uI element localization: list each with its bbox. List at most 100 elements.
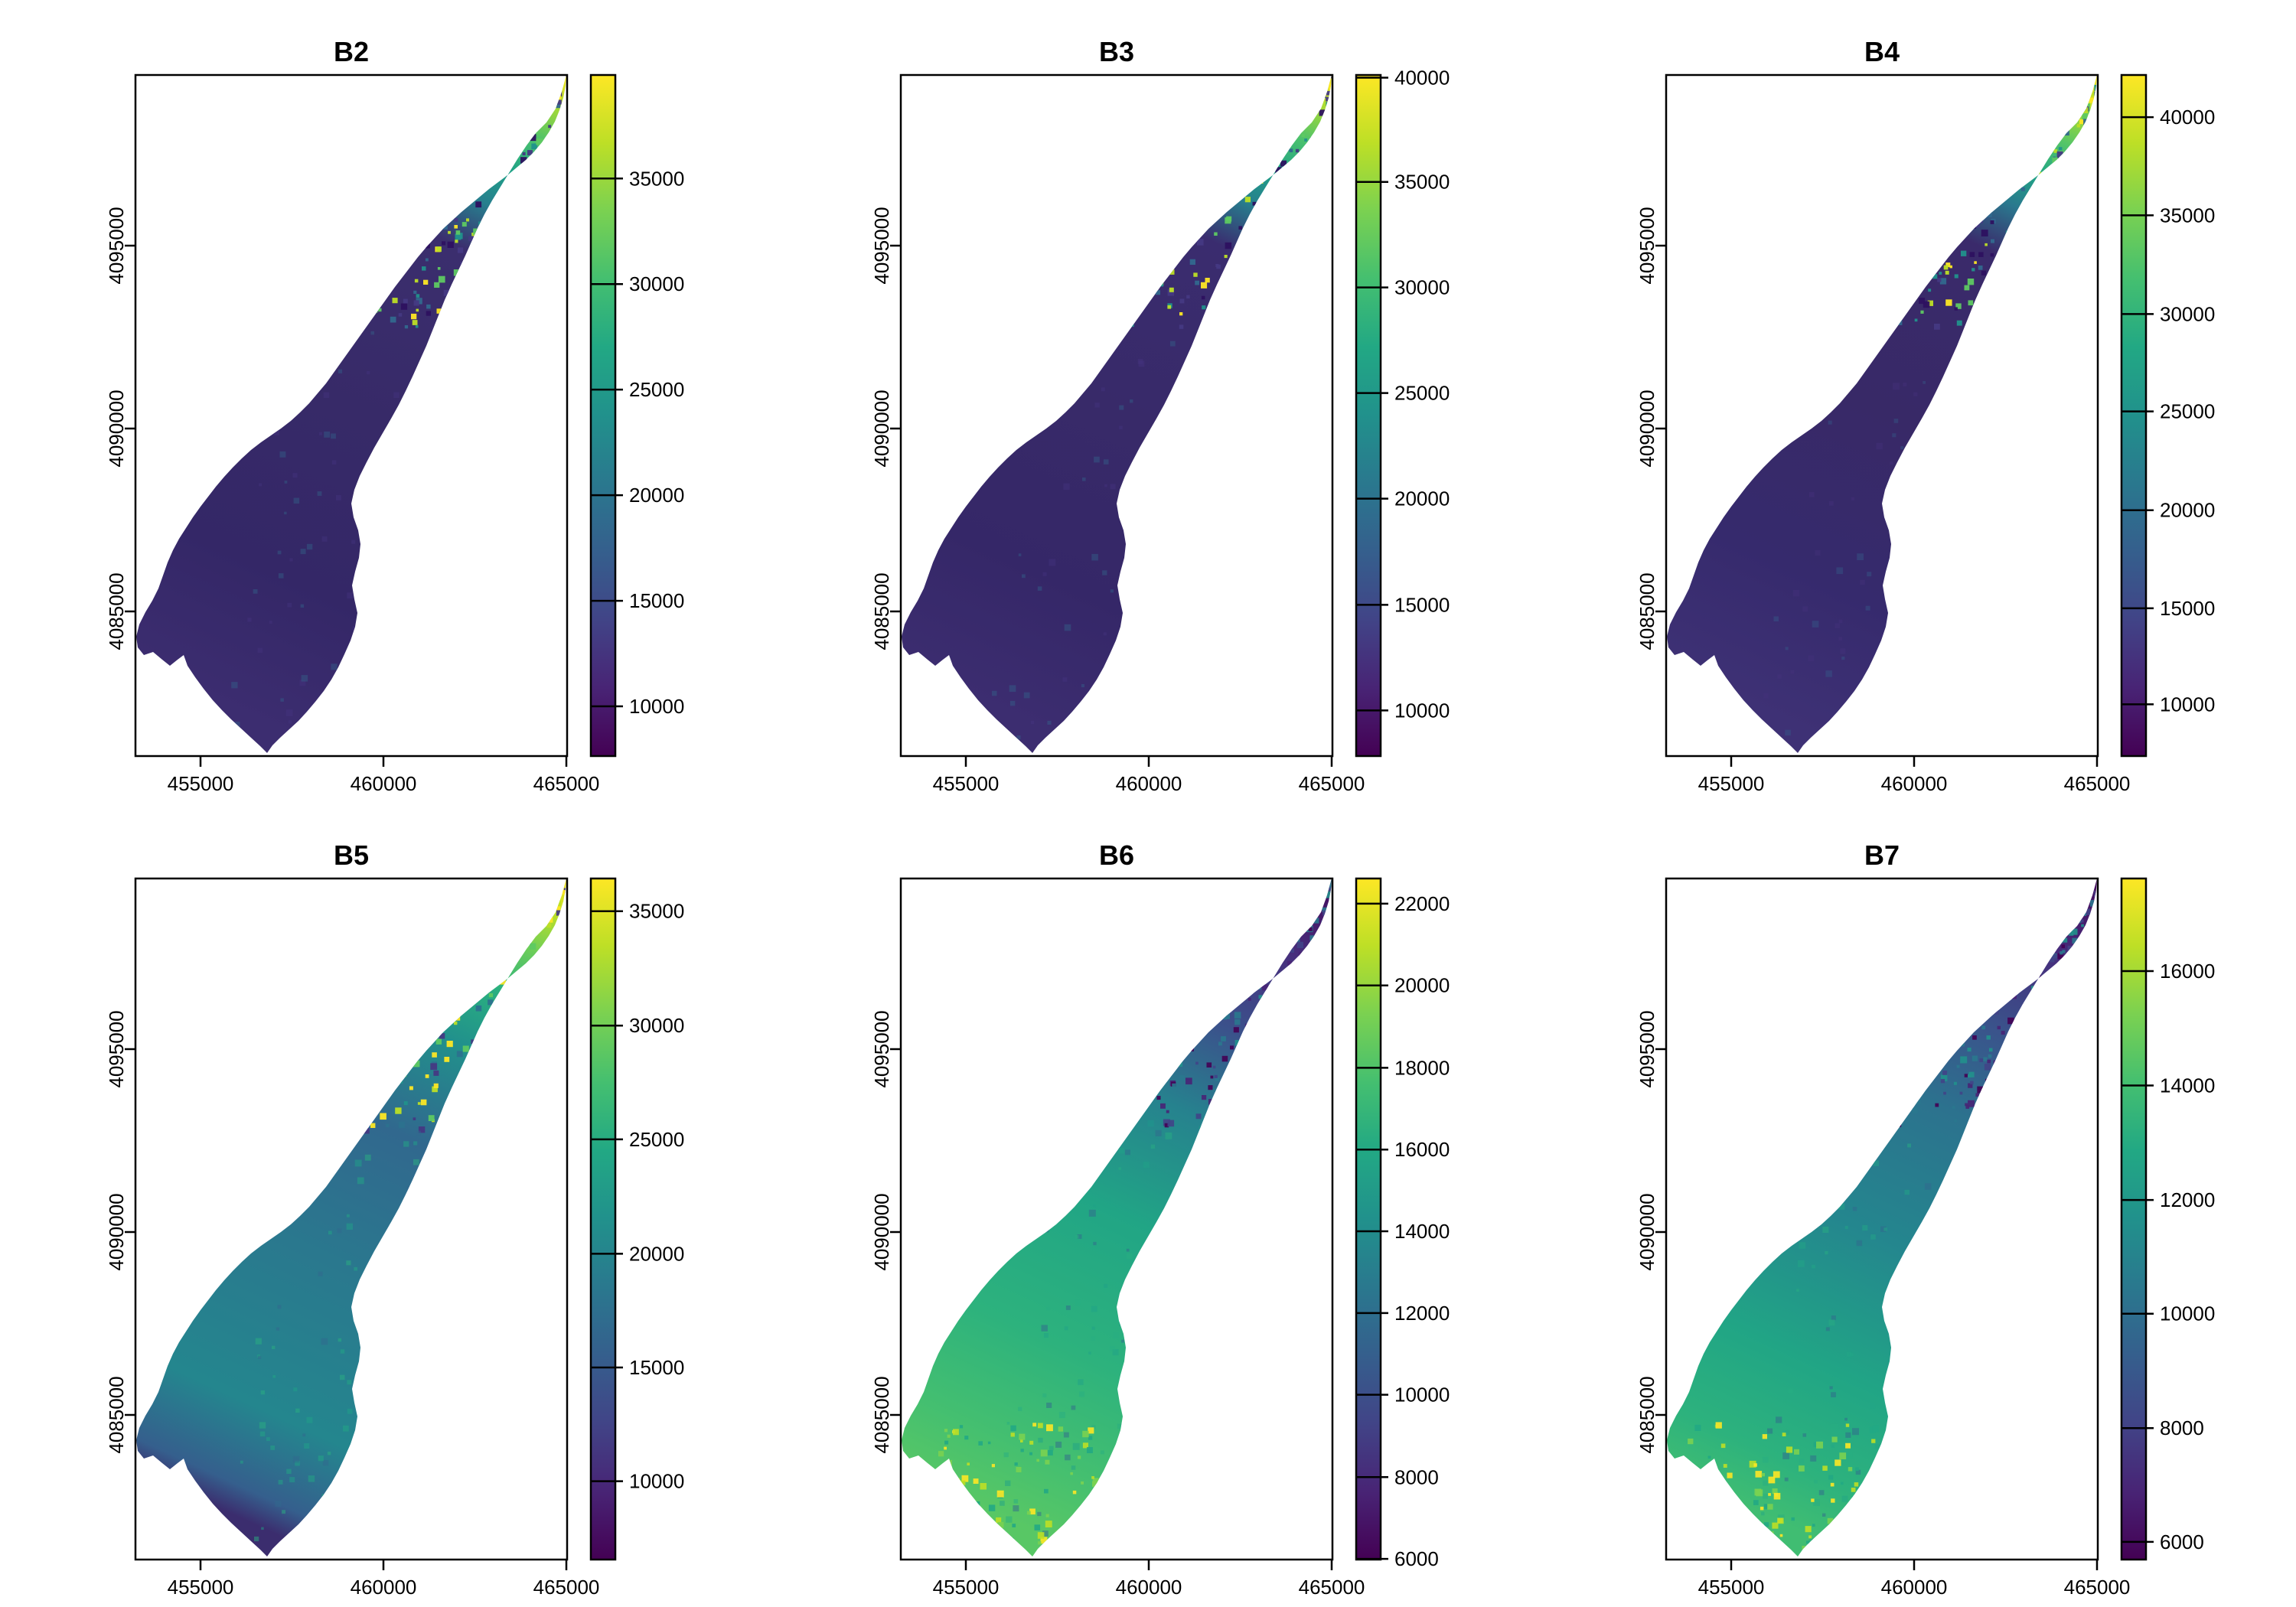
colorbar-tick-label: 8000 (1394, 1465, 1439, 1488)
raster-map-b4 (1667, 75, 2097, 753)
y-tick-label: 4095000 (870, 1010, 893, 1087)
x-tick-label: 455000 (933, 1576, 1000, 1599)
y-tick-label: 4090000 (870, 390, 893, 467)
x-tick-label: 465000 (1299, 1576, 1365, 1599)
x-tick-label: 465000 (1299, 772, 1365, 795)
x-tick-label: 460000 (1116, 772, 1182, 795)
plot-frame-b5 (134, 877, 569, 1561)
colorbar-tick-label: 8000 (2160, 1416, 2204, 1439)
colorbar-tick-label: 20000 (2160, 499, 2215, 522)
colorbar-tick-label: 18000 (1394, 1056, 1450, 1079)
colorbar-tick-label: 6000 (2160, 1530, 2204, 1553)
colorbar-tick-label: 10000 (2160, 693, 2215, 715)
panel-title-b6: B6 (1099, 839, 1134, 871)
y-tick-label: 4090000 (105, 390, 128, 467)
y-tick-label: 4090000 (1636, 390, 1658, 467)
raster-map-b3 (902, 75, 1332, 753)
colorbar-tick-label: 16000 (2160, 960, 2215, 983)
colorbar-tick-label: 15000 (629, 1356, 684, 1379)
colorbar-tick-label: 25000 (629, 378, 684, 401)
colorbar-tick-label: 6000 (1394, 1547, 1439, 1570)
colorbar-tick-label: 40000 (2160, 106, 2215, 129)
x-tick-label: 465000 (2064, 1576, 2131, 1599)
plot-frame-b2 (134, 73, 569, 758)
colorbar-tick-label: 35000 (629, 900, 684, 923)
panel-b6: B6 455000 460000 465000 4095000 4090000 408500… (870, 839, 1450, 1599)
raster-map-b5 (136, 878, 566, 1556)
colorbar-tick-label: 10000 (2160, 1302, 2215, 1325)
y-tick-label: 4095000 (870, 207, 893, 284)
plot-frame-b4 (1665, 73, 2099, 758)
colorbar-tick-label: 35000 (629, 167, 684, 190)
y-tick-label: 4090000 (105, 1193, 128, 1270)
colorbar-tick-label: 20000 (1394, 974, 1450, 997)
colorbar-tick-label: 20000 (629, 484, 684, 507)
panel-title-b4: B4 (1864, 36, 1900, 67)
x-tick-label: 465000 (2064, 772, 2131, 795)
panel-title-b2: B2 (334, 36, 369, 67)
colorbar-tick-label: 15000 (2160, 597, 2215, 620)
panel-b4: B4 455000 460000 465000 4095000 4090000 408500… (1636, 36, 2215, 795)
colorbar-b4 (2120, 73, 2148, 758)
panel-b3: B3 455000 460000 465000 4095000 4090000 408500… (870, 36, 1450, 795)
colorbar-tick-label: 16000 (1394, 1138, 1450, 1161)
panel-title-b5: B5 (334, 839, 369, 871)
panel-b7: B7 455000 460000 465000 4095000 4090000 408500… (1636, 839, 2215, 1599)
colorbar-tick-label: 12000 (2160, 1188, 2215, 1211)
plot-frame-b7 (1665, 877, 2099, 1561)
colorbar-tick-label: 15000 (1394, 593, 1450, 616)
colorbar-tick-label: 30000 (629, 1014, 684, 1037)
colorbar-tick-label: 14000 (1394, 1220, 1450, 1243)
x-tick-label: 455000 (933, 772, 1000, 795)
colorbar-tick-label: 10000 (629, 695, 684, 718)
raster-map-b6 (902, 878, 1332, 1556)
colorbar-tick-label: 40000 (1394, 67, 1450, 90)
colorbar-tick-label: 30000 (1394, 276, 1450, 299)
colorbar-tick-label: 25000 (2160, 400, 2215, 423)
colorbar-b2 (589, 73, 617, 758)
x-tick-label: 465000 (533, 772, 600, 795)
y-tick-label: 4085000 (870, 572, 893, 650)
panel-title-b3: B3 (1099, 36, 1134, 67)
y-tick-label: 4090000 (870, 1193, 893, 1270)
colorbar-tick-label: 10000 (1394, 1384, 1450, 1407)
raster-map-b2 (136, 75, 566, 753)
colorbar-tick-label: 25000 (1394, 382, 1450, 405)
x-tick-label: 460000 (351, 772, 417, 795)
x-tick-label: 455000 (168, 772, 234, 795)
raster-map-b7 (1667, 878, 2097, 1556)
colorbar-tick-label: 12000 (1394, 1302, 1450, 1325)
x-tick-label: 455000 (1698, 1576, 1765, 1599)
colorbar-tick-label: 10000 (1394, 699, 1450, 722)
x-tick-label: 460000 (351, 1576, 417, 1599)
y-tick-label: 4095000 (1636, 207, 1658, 284)
colorbar-b5 (589, 877, 617, 1561)
plot-frame-b6 (899, 877, 1334, 1561)
y-tick-label: 4085000 (870, 1376, 893, 1453)
colorbar-tick-label: 15000 (629, 589, 684, 612)
colorbar-tick-label: 35000 (2160, 204, 2215, 227)
colorbar-tick-label: 30000 (2160, 302, 2215, 325)
colorbar-tick-label: 10000 (629, 1470, 684, 1493)
panel-b5: B5 455000 460000 465000 4095000 4090000 408500… (105, 839, 684, 1599)
y-tick-label: 4095000 (1636, 1010, 1658, 1087)
x-tick-label: 460000 (1881, 1576, 1948, 1599)
plot-frame-b3 (899, 73, 1334, 758)
colorbar-tick-label: 22000 (1394, 892, 1450, 915)
x-tick-label: 460000 (1881, 772, 1948, 795)
panel-title-b7: B7 (1864, 839, 1900, 871)
colorbar-b3 (1355, 73, 1382, 758)
colorbar-tick-label: 35000 (1394, 171, 1450, 194)
panel-b2: B2 455000 460000 465000 4095000 4090000 408500… (105, 36, 684, 795)
y-tick-label: 4095000 (105, 1010, 128, 1087)
y-tick-label: 4085000 (1636, 1376, 1658, 1453)
y-tick-label: 4085000 (1636, 572, 1658, 650)
y-tick-label: 4085000 (105, 1376, 128, 1453)
colorbar-tick-label: 30000 (629, 272, 684, 295)
colorbar-tick-label: 14000 (2160, 1074, 2215, 1097)
y-tick-label: 4095000 (105, 207, 128, 284)
colorbar-b7 (2120, 877, 2148, 1561)
x-tick-label: 465000 (533, 1576, 600, 1599)
x-tick-label: 455000 (168, 1576, 234, 1599)
